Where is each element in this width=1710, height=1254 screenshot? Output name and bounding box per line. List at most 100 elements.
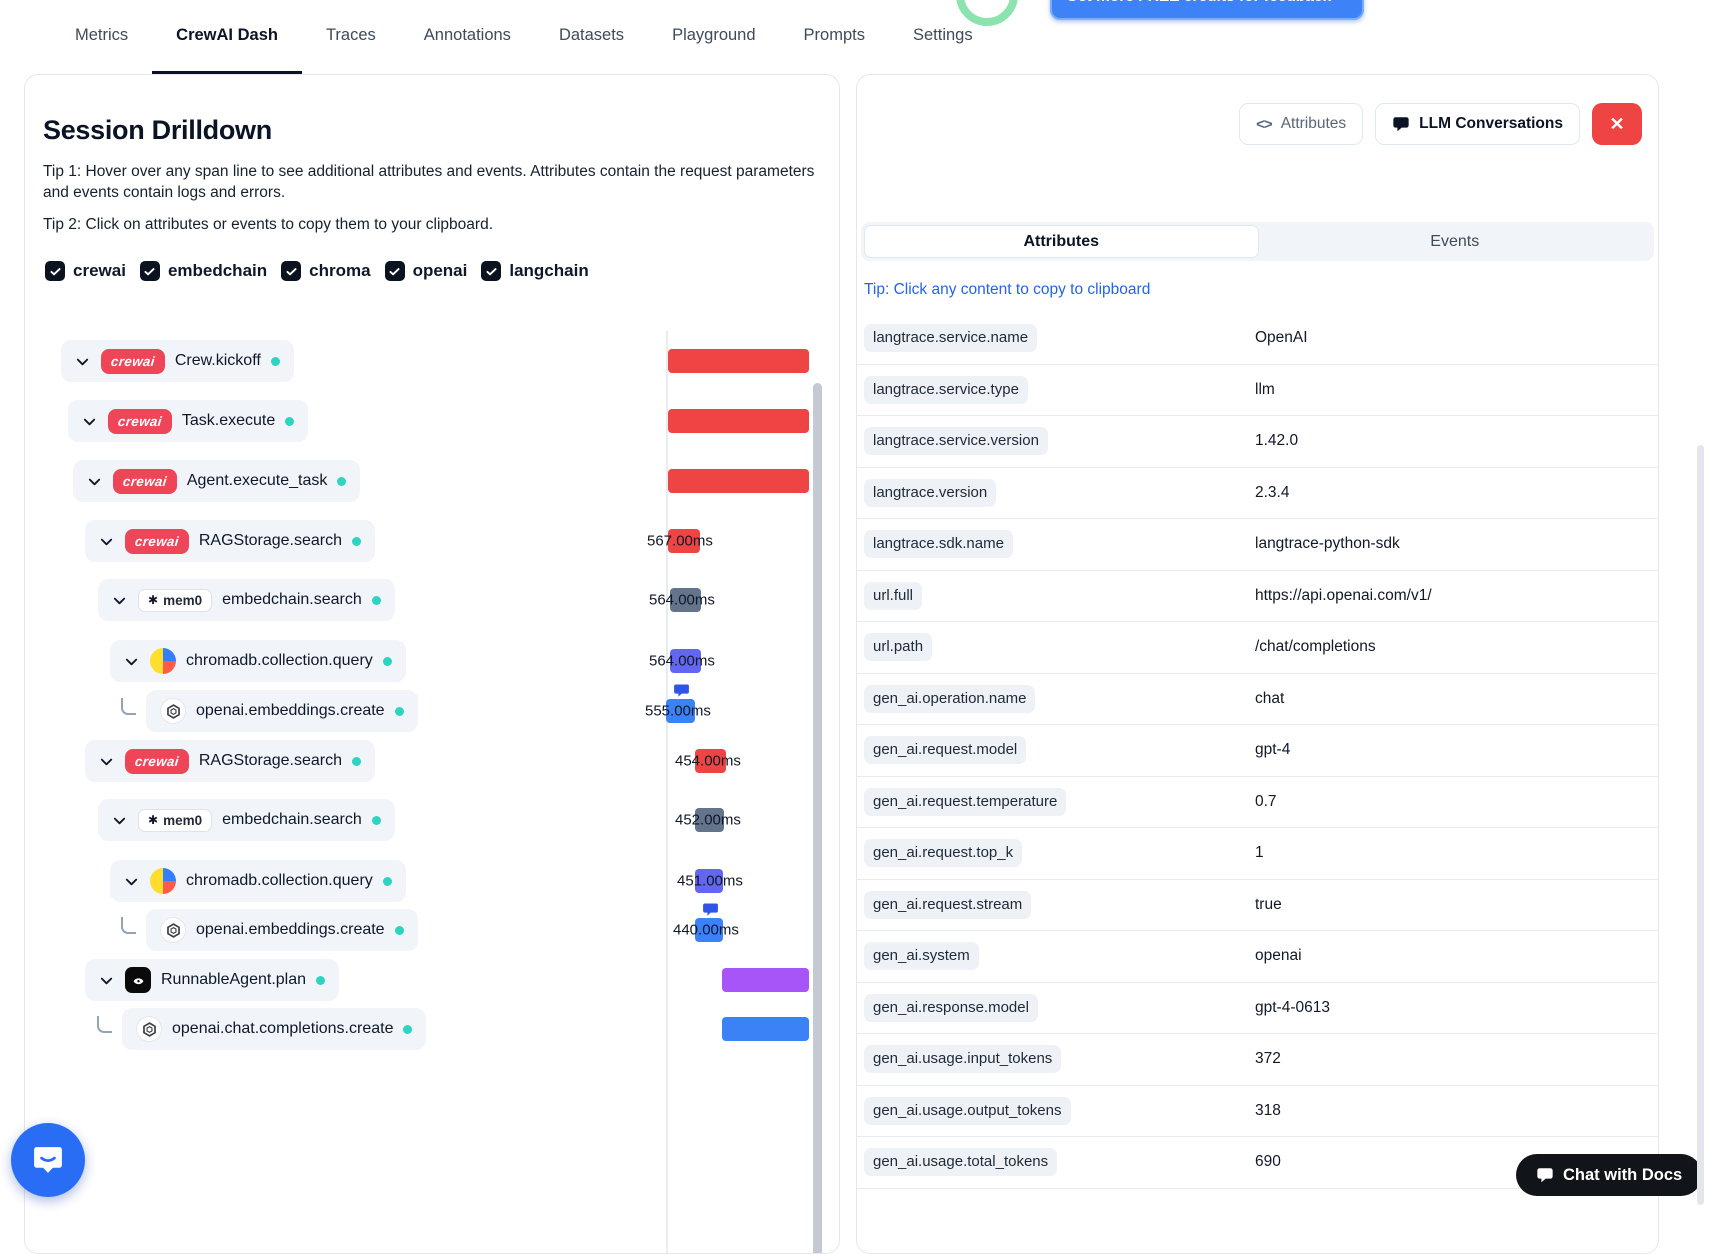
span-pill[interactable]: crewai RAGStorage.search: [85, 520, 376, 562]
span-label[interactable]: embedchain.search: [222, 811, 362, 828]
tab-datasets[interactable]: Datasets: [558, 26, 625, 44]
span-pill[interactable]: RunnableAgent.plan: [85, 959, 340, 1001]
attribute-value[interactable]: chat: [1255, 689, 1285, 707]
tree-scrollbar-thumb[interactable]: [813, 383, 822, 1253]
span-duration-bar[interactable]: [668, 409, 809, 433]
chevron-down-icon[interactable]: [112, 592, 128, 608]
filter-chroma[interactable]: chroma: [281, 261, 371, 281]
attribute-value[interactable]: OpenAI: [1255, 329, 1308, 347]
attribute-value[interactable]: 1: [1255, 844, 1264, 862]
checkbox-checked-icon[interactable]: [281, 261, 302, 281]
tab-prompts[interactable]: Prompts: [803, 26, 865, 44]
close-button[interactable]: ✕: [1592, 103, 1642, 145]
checkbox-checked-icon[interactable]: [139, 261, 160, 281]
attribute-key[interactable]: langtrace.service.name: [864, 324, 1038, 353]
attributes-button[interactable]: <> Attributes: [1239, 103, 1364, 145]
chevron-down-icon[interactable]: [75, 353, 91, 369]
attribute-value[interactable]: gpt-4: [1255, 741, 1291, 759]
attribute-value[interactable]: 318: [1255, 1101, 1281, 1119]
span-pill[interactable]: ✱ mem0 embedchain.search: [98, 799, 395, 841]
span-duration-bar[interactable]: [670, 588, 701, 612]
tab-metrics[interactable]: Metrics: [75, 26, 129, 44]
credits-button[interactable]: Get more FREE credits for feedback >: [1050, 0, 1364, 20]
attribute-key[interactable]: gen_ai.usage.output_tokens: [864, 1096, 1071, 1125]
chevron-down-icon[interactable]: [112, 812, 128, 828]
span-duration-bar[interactable]: [666, 699, 695, 723]
span-pill[interactable]: crewai Agent.execute_task: [73, 460, 361, 502]
attribute-key[interactable]: langtrace.service.version: [864, 427, 1048, 456]
span-duration-bar[interactable]: [695, 749, 726, 773]
attribute-value[interactable]: https://api.openai.com/v1/: [1255, 586, 1432, 604]
span-label[interactable]: RAGStorage.search: [198, 532, 343, 549]
span-duration-bar[interactable]: [722, 968, 809, 992]
attribute-value[interactable]: true: [1255, 895, 1282, 913]
span-duration-bar[interactable]: [695, 808, 724, 832]
span-pill[interactable]: ✱ mem0 embedchain.search: [98, 579, 395, 621]
span-duration-bar[interactable]: [695, 869, 723, 893]
span-label[interactable]: RAGStorage.search: [198, 752, 343, 769]
filter-langchain[interactable]: langchain: [481, 261, 589, 281]
chat-widget-button[interactable]: [11, 1123, 85, 1197]
span-duration-bar[interactable]: [668, 349, 809, 373]
chevron-down-icon[interactable]: [124, 873, 140, 889]
attribute-key[interactable]: langtrace.sdk.name: [864, 530, 1013, 559]
attribute-value[interactable]: langtrace-python-sdk: [1255, 535, 1400, 553]
tab-settings[interactable]: Settings: [912, 26, 973, 44]
chevron-down-icon[interactable]: [99, 533, 115, 549]
tab-attributes[interactable]: Attributes: [864, 225, 1259, 258]
chat-bubble-icon[interactable]: [672, 681, 691, 700]
attribute-value[interactable]: 1.42.0: [1255, 432, 1299, 450]
attribute-key[interactable]: langtrace.version: [864, 478, 997, 507]
span-label[interactable]: RunnableAgent.plan: [161, 971, 307, 988]
attribute-value[interactable]: /chat/completions: [1255, 638, 1376, 656]
chevron-down-icon[interactable]: [87, 473, 103, 489]
attribute-key[interactable]: gen_ai.response.model: [864, 993, 1038, 1022]
span-label[interactable]: Task.execute: [181, 412, 276, 429]
span-label[interactable]: openai.chat.completions.create: [172, 1020, 394, 1037]
attribute-value[interactable]: 2.3.4: [1255, 483, 1290, 501]
tab-playground[interactable]: Playground: [672, 26, 756, 44]
span-label[interactable]: openai.embeddings.create: [196, 921, 385, 938]
attribute-key[interactable]: langtrace.service.type: [864, 375, 1028, 404]
tab-crewai-dash[interactable]: CrewAI Dash: [152, 0, 302, 74]
chevron-down-icon[interactable]: [99, 753, 115, 769]
tab-traces[interactable]: Traces: [325, 26, 376, 44]
span-pill[interactable]: crewai RAGStorage.search: [85, 740, 376, 782]
span-duration-bar[interactable]: [695, 918, 723, 942]
llm-conversations-button[interactable]: LLM Conversations: [1375, 103, 1580, 145]
span-pill[interactable]: openai.chat.completions.create: [122, 1008, 427, 1050]
span-pill[interactable]: crewai Task.execute: [68, 400, 309, 442]
attribute-value[interactable]: 690: [1255, 1153, 1281, 1171]
span-pill[interactable]: crewai Crew.kickoff: [61, 340, 294, 382]
attribute-value[interactable]: openai: [1255, 947, 1302, 965]
span-label[interactable]: openai.embeddings.create: [196, 702, 385, 719]
attribute-key[interactable]: gen_ai.request.stream: [864, 890, 1032, 919]
span-pill[interactable]: chromadb.collection.query: [110, 640, 406, 682]
attribute-value[interactable]: 0.7: [1255, 792, 1277, 810]
checkbox-checked-icon[interactable]: [45, 261, 65, 281]
span-label[interactable]: Crew.kickoff: [174, 352, 261, 369]
span-label[interactable]: chromadb.collection.query: [186, 872, 373, 889]
attribute-value[interactable]: llm: [1255, 380, 1275, 398]
span-label[interactable]: embedchain.search: [222, 591, 362, 608]
tab-annotations[interactable]: Annotations: [423, 26, 511, 44]
chevron-down-icon[interactable]: [82, 413, 98, 429]
checkbox-checked-icon[interactable]: [384, 261, 405, 281]
chat-bubble-icon[interactable]: [701, 900, 720, 919]
attribute-key[interactable]: gen_ai.usage.input_tokens: [864, 1045, 1062, 1074]
filter-embedchain[interactable]: embedchain: [139, 261, 267, 281]
span-pill[interactable]: chromadb.collection.query: [110, 860, 406, 902]
chevron-down-icon[interactable]: [124, 653, 140, 669]
page-scrollbar[interactable]: [1697, 445, 1704, 1205]
attribute-key[interactable]: url.full: [864, 581, 923, 610]
attribute-key[interactable]: gen_ai.operation.name: [864, 684, 1036, 713]
filter-crewai[interactable]: crewai: [45, 261, 126, 281]
span-duration-bar[interactable]: [668, 529, 700, 553]
span-pill[interactable]: openai.embeddings.create: [146, 690, 418, 732]
attribute-key[interactable]: gen_ai.usage.total_tokens: [864, 1148, 1058, 1177]
span-duration-bar[interactable]: [670, 649, 701, 673]
attribute-key[interactable]: gen_ai.system: [864, 942, 979, 971]
checkbox-checked-icon[interactable]: [481, 261, 502, 281]
attribute-value[interactable]: 372: [1255, 1050, 1281, 1068]
attribute-value[interactable]: gpt-4-0613: [1255, 998, 1330, 1016]
